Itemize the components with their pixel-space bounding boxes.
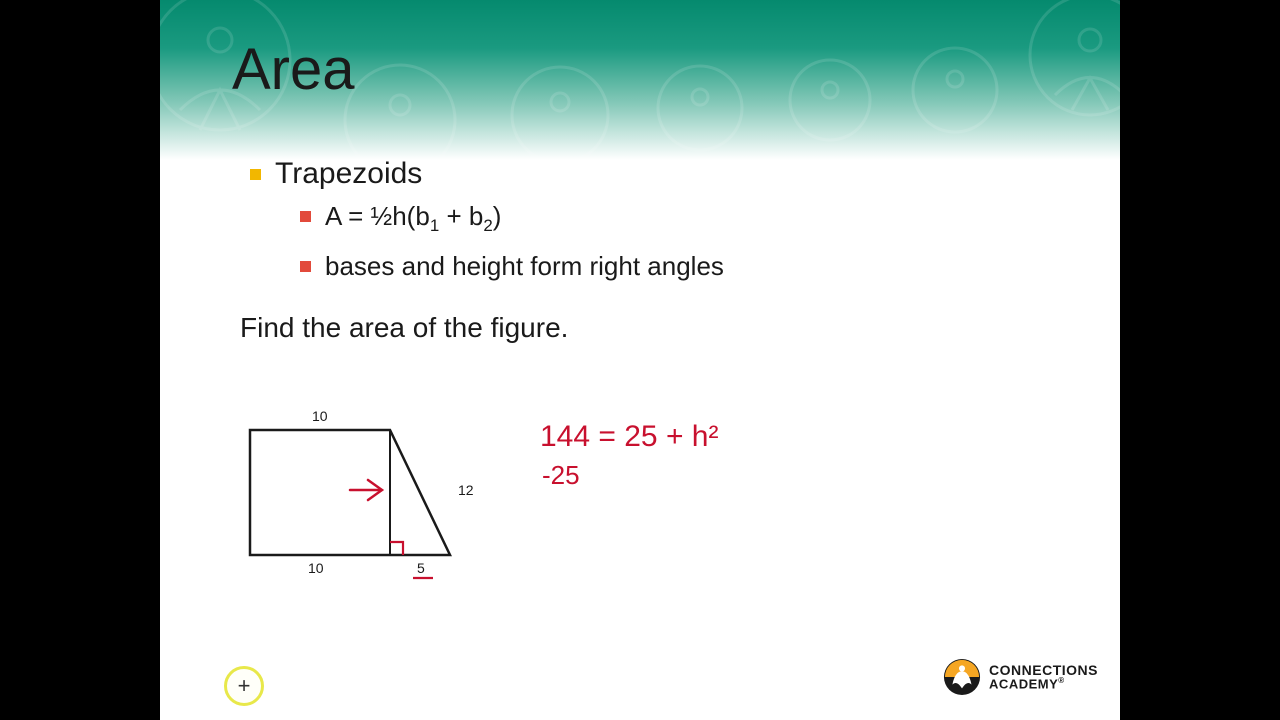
trapezoid-svg [240,400,500,600]
dim-top: 10 [312,408,328,424]
trapezoid-figure: 10 12 10 5 [240,400,500,600]
bullet-lvl2-a: A = ½h(b1 + b2) [300,201,501,236]
bullet-square-icon [300,261,311,272]
slide-stage: Area Trapezoids A = ½h(b1 + b2) bases an… [160,0,1120,720]
slide-title: Area [232,36,355,103]
logo-line2: ACADEMY [989,677,1058,692]
bullet-square-icon [250,169,261,180]
logo-registered: ® [1058,676,1064,685]
dim-bot-right: 5 [417,560,425,576]
bullet-square-icon [300,211,311,222]
bullet-lvl2-b: bases and height form right angles [300,251,724,282]
cursor-plus: + [238,673,251,699]
bullet-lvl1-text: Trapezoids [275,157,422,191]
dim-bot-left: 10 [308,560,324,576]
handwriting-line2: -25 [542,460,580,491]
cursor-highlight-icon: + [224,666,264,706]
formula-text: A = ½h(b1 + b2) [325,201,501,236]
bullet-lvl2-b-text: bases and height form right angles [325,251,724,282]
problem-prompt: Find the area of the figure. [240,312,568,344]
logo-icon [943,658,981,696]
letterbox-left [0,0,160,720]
logo-text: CONNECTIONS ACADEMY® [989,663,1098,690]
bullet-lvl1: Trapezoids [250,157,422,191]
dim-slant: 12 [458,482,474,498]
handwriting-line1: 144 = 25 + h² [540,420,718,454]
connections-academy-logo: CONNECTIONS ACADEMY® [943,658,1098,696]
letterbox-right [1120,0,1280,720]
